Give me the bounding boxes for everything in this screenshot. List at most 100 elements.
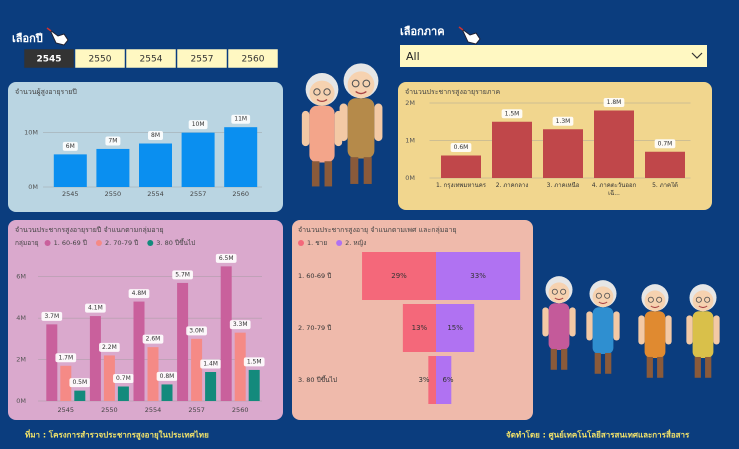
x-tick-label-box: 4. ภาคตะวันออกเฉี... [592,182,636,197]
legend-swatch [147,240,154,246]
data-label: 13% [412,324,428,332]
data-label: 3% [418,376,429,384]
panel [8,220,283,420]
year-button-label: 2557 [191,55,214,65]
data-label: 33% [470,272,486,280]
y-tick-label: 6M [16,273,26,281]
data-label-bg [105,136,121,146]
year-filter-label: เลือกปี [12,32,43,45]
data-label: 1.5M [247,358,262,365]
data-label-bg [85,303,106,313]
data-label-bg [200,359,221,369]
data-label-bg [128,289,150,299]
bar [53,154,87,187]
bar [224,127,258,187]
year-button-label: 2550 [89,55,112,65]
data-label: 0.8M [160,373,175,380]
x-tick-label: 2550 [105,190,122,198]
bar [441,155,481,178]
region-dropdown[interactable] [400,45,707,67]
elderly-group [541,275,721,379]
bar [117,386,129,401]
y-tick-label: 0M [405,174,415,182]
legend-title: กลุ่มอายุ [15,239,39,247]
data-label: 7M [108,137,117,144]
x-tick-label: 3. ภาคเหนือ [546,182,580,189]
data-label-bg [62,141,78,151]
data-label: 0.6M [454,144,469,151]
y-tick-label: 10M [24,129,38,137]
hand-icon [46,27,69,46]
data-label-bg [172,270,193,280]
year-button[interactable] [125,48,177,69]
data-label-bg [99,342,120,352]
bar [205,372,217,401]
bar [161,384,173,401]
legend-label: 2. 70-79 ปี [105,239,138,247]
x-tick-label: 1. กรุงเทพมหานคร [436,182,486,189]
data-label: 5.7M [175,271,190,278]
year-button[interactable] [23,48,75,69]
x-tick-label: 2557 [188,406,205,414]
bar [191,338,203,401]
data-label-bg [654,139,676,149]
dropdown-chevron [691,52,703,59]
bar [220,266,232,401]
bar [492,121,532,178]
bar [133,301,145,401]
y-tick-label: 2M [16,356,26,364]
bar [181,132,215,187]
data-label-bg [229,320,251,330]
data-label: 8M [151,132,160,139]
x-tick-label: 2560 [232,406,249,414]
x-tick-label: 2554 [145,406,162,414]
x-tick-label-box: 3. ภาคเหนือ [546,182,580,189]
y-tick-label: 4M [16,314,26,322]
x-tick-label: 2545 [62,190,79,198]
region-filter-label: เลือกภาค [400,25,445,38]
legend-swatch [95,240,102,246]
bar [96,148,130,187]
year-button-label: 2554 [140,55,163,65]
y-category-label: 2. 70-79 ปี [298,324,331,332]
data-label: 3.3M [233,321,248,328]
x-tick-label: 2545 [58,406,75,414]
data-label: 2.6M [146,336,161,343]
legend-label: 2. หญิง [345,239,366,247]
data-label-bg [55,353,77,363]
data-label-bg [142,334,164,344]
year-button-label: 2545 [36,55,61,65]
bar [46,324,58,401]
year-button[interactable] [74,48,126,69]
data-label-bg [148,131,163,140]
y-category-label: 3. 80 ปีขึ้นไป [298,375,337,384]
data-label: 6M [66,143,75,150]
chart-title: จำนวนประชากรสูงอายุรายภาค [405,88,500,96]
bar [139,143,172,187]
x-tick-label: 5. ภาคใต้ [652,182,678,189]
data-label-bg [450,143,472,152]
y-category-label: 1. 60-69 ปี [298,272,331,280]
hand-icon [458,26,481,45]
data-label: 1.5M [505,110,520,117]
x-tick-label-box: 5. ภาคใต้ [652,182,678,189]
y-tick-label: 0M [28,183,38,191]
year-button[interactable] [227,48,279,69]
data-label: 3.0M [189,327,204,334]
data-label-bg [603,98,625,107]
legend-swatch [336,240,343,246]
legend-swatch [44,240,51,246]
year-button[interactable] [176,48,228,69]
legend-swatch [298,240,304,246]
data-label: 1.8M [607,99,622,106]
data-label-bg [215,253,237,263]
data-label-bg [188,120,208,130]
data-label: 0.7M [116,375,131,382]
x-tick-label: 2557 [190,190,207,198]
year-button-label: 2560 [242,55,265,65]
x-tick-label-box: 1. กรุงเทพมหานคร [436,182,486,189]
legend-label: 1. ชาย [307,239,327,247]
legend-label: 1. 60-69 ปี [54,239,87,247]
